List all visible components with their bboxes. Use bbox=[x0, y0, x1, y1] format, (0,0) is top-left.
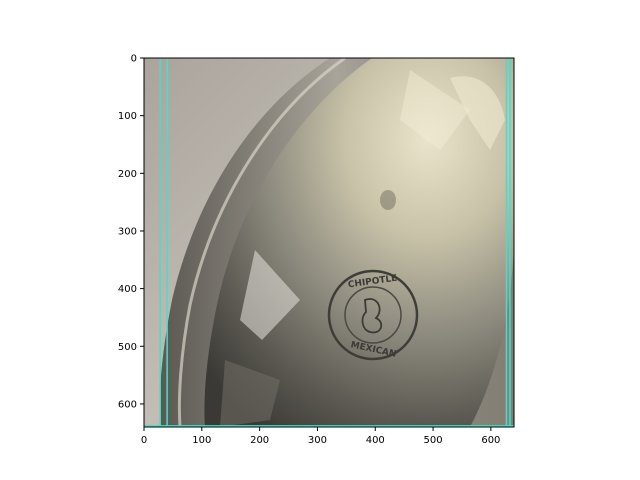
axes-frame bbox=[143, 57, 515, 428]
container-edge bbox=[470, 250, 514, 427]
photo: CHIPOTLE MEXICAN bbox=[144, 58, 514, 427]
overlay-lines bbox=[144, 58, 514, 427]
foil-lid bbox=[204, 58, 514, 427]
y-tick-label: 600 bbox=[118, 399, 137, 410]
x-tick-label: 400 bbox=[366, 435, 385, 446]
x-tick-label: 500 bbox=[424, 435, 443, 446]
y-tick-label: 0 bbox=[131, 54, 137, 65]
foil-crinkle bbox=[450, 76, 505, 150]
foil-crinkle bbox=[240, 250, 300, 340]
foil-shadow bbox=[220, 360, 280, 427]
x-tick-label: 600 bbox=[481, 435, 500, 446]
y-tick-label: 200 bbox=[118, 169, 137, 180]
y-tick-label: 300 bbox=[118, 226, 137, 237]
y-tick-label: 100 bbox=[118, 111, 137, 122]
foil-dent bbox=[380, 190, 396, 210]
foil-crinkle bbox=[400, 70, 470, 150]
x-tick-label: 300 bbox=[308, 435, 327, 446]
y-axis: 0 100 200 300 400 500 600 bbox=[118, 54, 144, 410]
rim-highlight bbox=[177, 58, 346, 427]
y-tick-label: 500 bbox=[118, 342, 137, 353]
x-tick-label: 0 bbox=[141, 435, 147, 446]
x-tick-label: 200 bbox=[250, 435, 269, 446]
x-tick-label: 100 bbox=[192, 435, 211, 446]
x-axis: 0 100 200 300 400 500 600 bbox=[141, 427, 500, 446]
y-tick-label: 400 bbox=[118, 284, 137, 295]
